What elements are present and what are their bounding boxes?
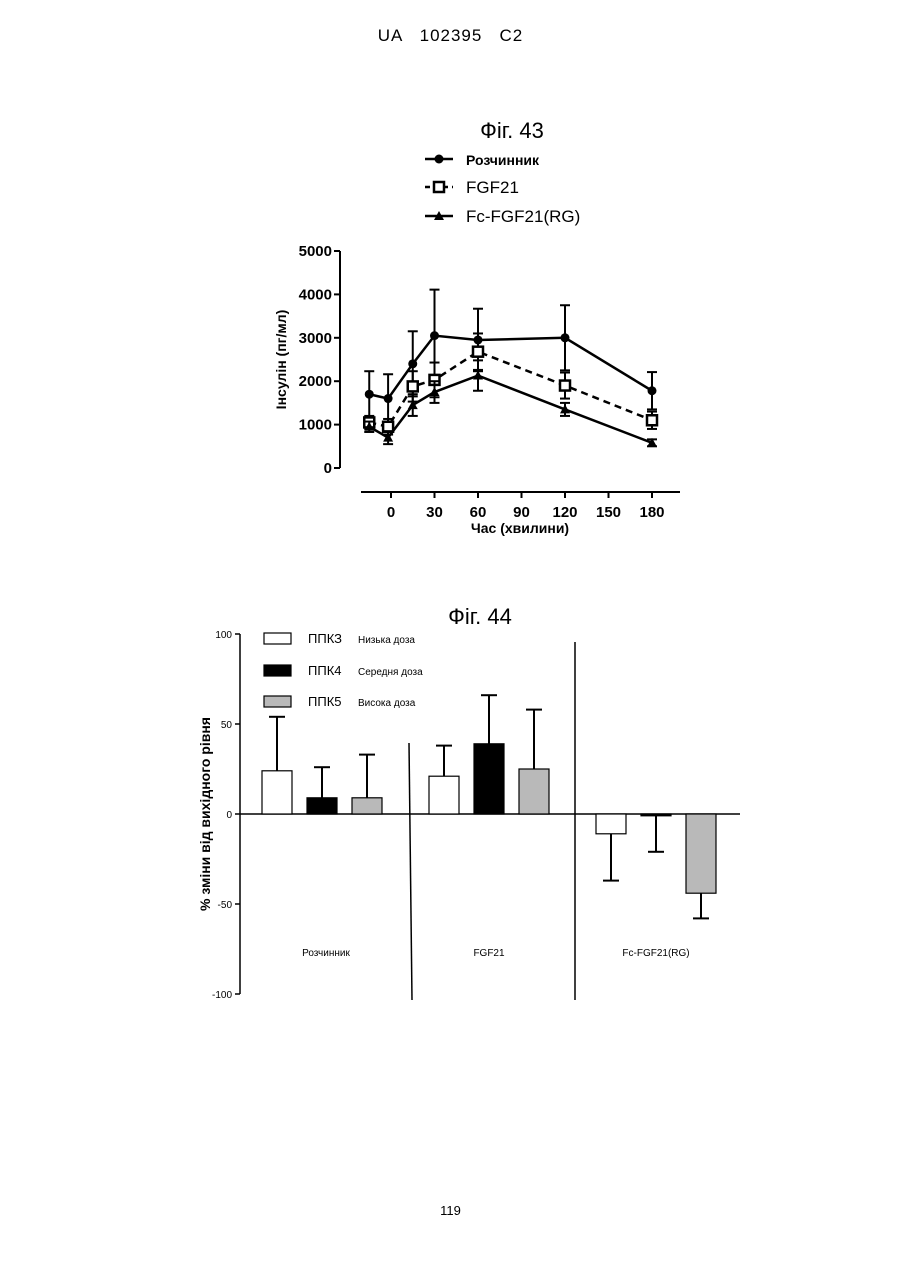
x-tick-label: 180 [639,504,664,521]
legend-series-label-1: Середня доза [358,667,423,678]
header-patent-number: 102395 [420,26,483,45]
y-axis-label: Інсулін (пг/мл) [273,310,289,410]
x-tick-label: 90 [513,504,530,521]
legend-series-label-0: Низька доза [358,635,415,646]
legend-series-name-0: ППКЗ [308,631,342,646]
x-tick-label: 30 [426,504,443,521]
bar [596,814,626,834]
y-tick-label: 1000 [299,417,332,434]
x-tick-label: 0 [387,504,395,521]
y-tick-label: 5000 [299,243,332,260]
bar [307,798,337,814]
data-point-0 [365,390,374,399]
data-point-0 [561,333,570,342]
y-tick-label: 2000 [299,373,332,390]
bar [352,798,382,814]
y-tick-label: 0 [324,460,332,477]
page-number: 119 [0,1203,901,1218]
y-tick-label: 4000 [299,286,332,303]
legend-series-name-1: ППК4 [308,663,342,678]
data-point-0 [384,394,393,403]
header-country: UA [378,26,403,45]
figure-43-line-chart: Фіг. 43 Розчинник FGF21 Fc-FGF21(RG) 0 1000 20… [0,100,901,550]
data-point-1 [560,381,570,391]
y-tick-label: 0 [226,810,232,821]
data-point-0 [648,386,657,395]
data-point-0 [430,331,439,340]
y-tick-label: -100 [212,990,232,1001]
bar [474,744,504,814]
legend-series-label-2: Висока доза [358,698,416,709]
bar [686,814,716,893]
page-header: UA 102395 C2 [0,26,901,46]
figure-44-bar-chart: Фіг. 44 100 50 0 -50 -100 % зміни від вихідног… [0,590,901,1010]
legend-swatch-2 [264,696,291,707]
y-tick-label: -50 [218,900,233,911]
data-point-1 [647,415,657,425]
bar [262,771,292,814]
data-point-0 [408,359,417,368]
chart-title: Фіг. 44 [448,604,512,629]
y-tick-label: 50 [221,720,233,731]
x-axis-label: Час (хвилини) [471,520,569,536]
data-point-1 [408,381,418,391]
data-point-1 [473,347,483,357]
x-tick-label: 120 [552,504,577,521]
legend-label-1: FGF21 [466,178,519,197]
legend-series-name-2: ППК5 [308,694,342,709]
bar [641,814,671,816]
group-separator [409,743,412,1000]
group-label: Розчинник [302,948,350,959]
legend-swatch-0 [264,633,291,644]
header-kind-code: C2 [500,26,524,45]
bar [519,769,549,814]
group-label: FGF21 [473,948,505,959]
legend-label-0: Розчинник [466,152,540,168]
bar [429,776,459,814]
x-tick-label: 60 [470,504,487,521]
x-tick-label: 150 [596,504,621,521]
legend-marker-0 [435,155,444,164]
legend-swatch-1 [264,665,291,676]
y-axis-label: % зміни від вихідного рівня [197,717,213,911]
chart-title: Фіг. 43 [480,118,544,143]
group-label: Fc-FGF21(RG) [622,948,689,959]
y-tick-label: 100 [215,630,232,641]
legend-marker-1 [434,182,444,192]
y-tick-label: 3000 [299,330,332,347]
legend-label-2: Fc-FGF21(RG) [466,207,580,226]
